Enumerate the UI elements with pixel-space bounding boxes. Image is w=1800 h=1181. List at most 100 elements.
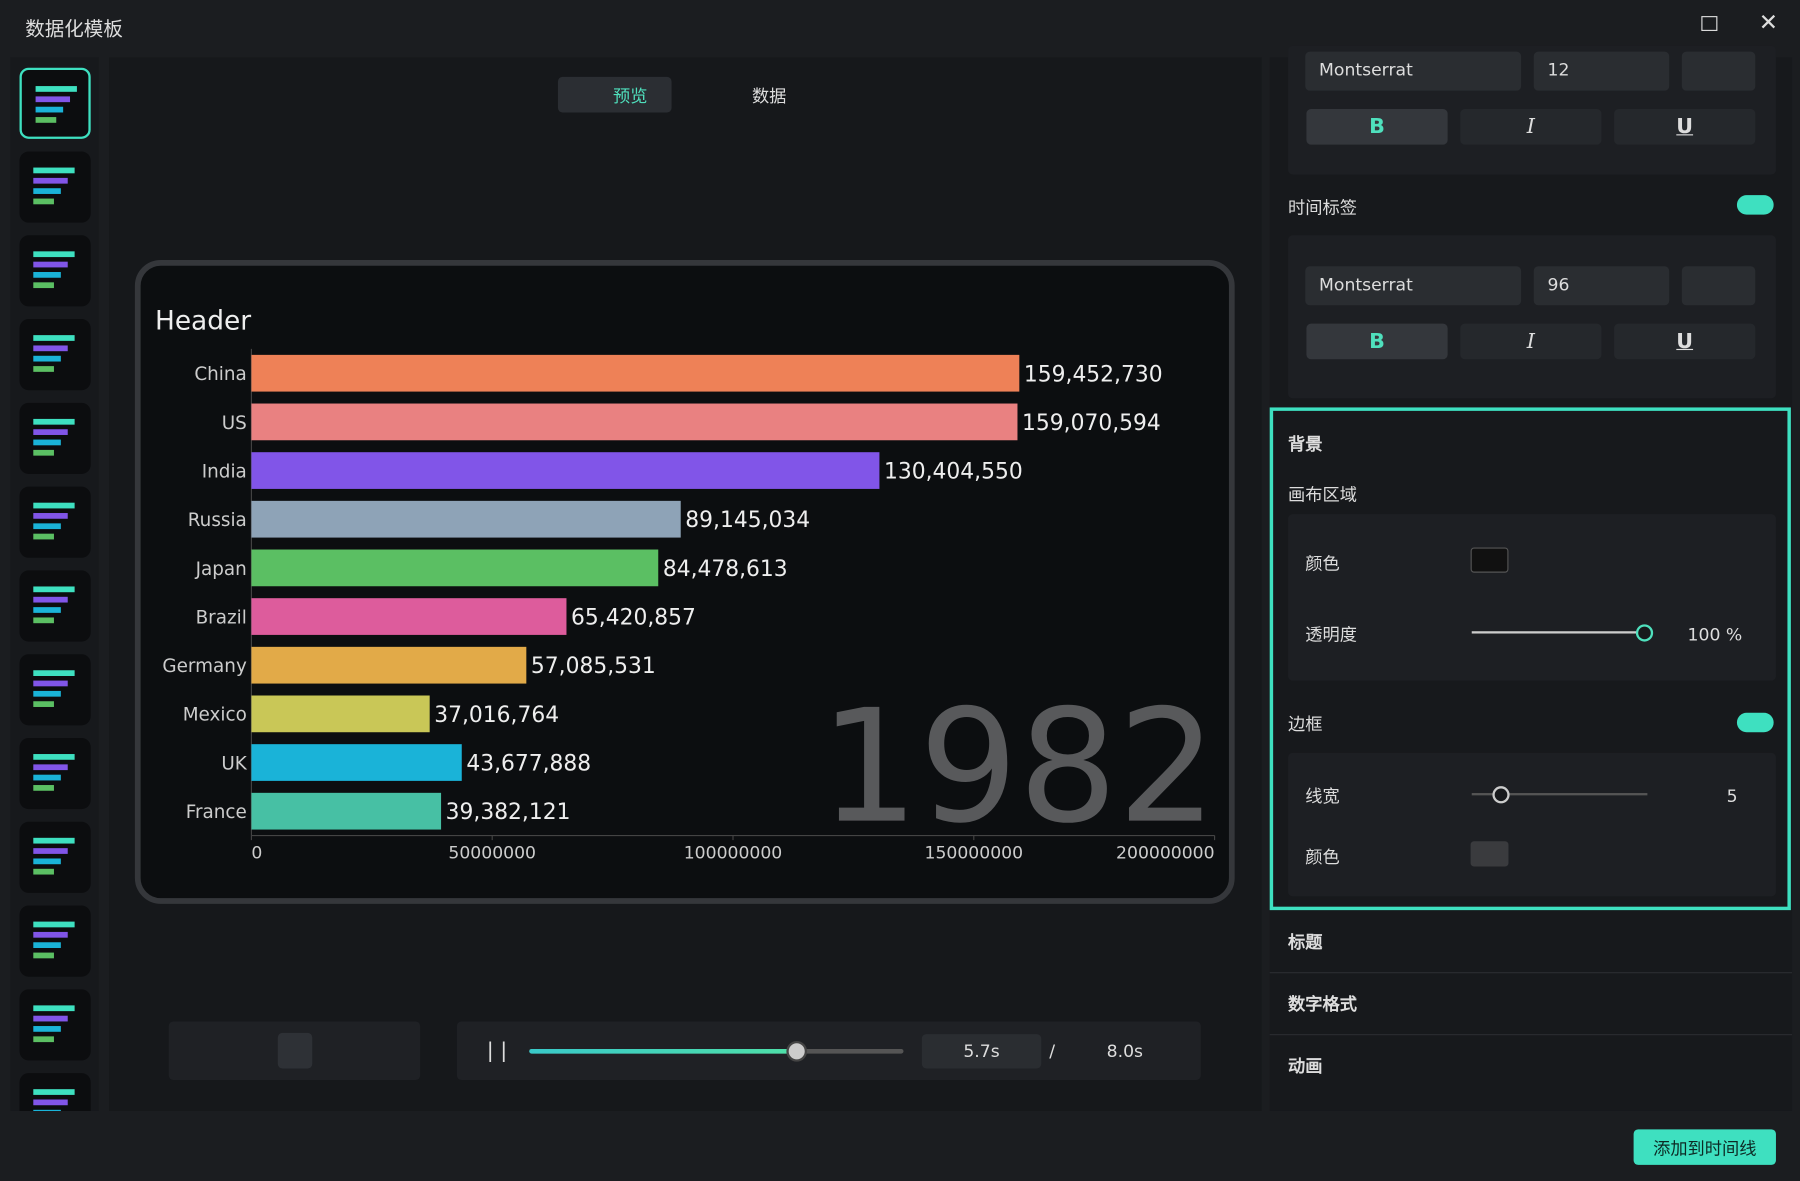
font-select[interactable]: Montserrat: [1305, 51, 1522, 91]
icon-bar: [35, 117, 57, 123]
icon-bar: [33, 335, 75, 341]
color-select[interactable]: [1681, 266, 1756, 306]
template-icon[interactable]: [19, 654, 91, 726]
maximize[interactable]: [1701, 16, 1718, 31]
slider: [1471, 631, 1644, 634]
value-label: 159,452,730: [1024, 362, 1163, 387]
style-button[interactable]: B: [1306, 323, 1448, 360]
add-button[interactable]: 添加到时间线: [1633, 1129, 1776, 1165]
section[interactable]: 标题: [1288, 931, 1323, 953]
size-select[interactable]: 96: [1533, 266, 1670, 306]
icon-bar: [33, 418, 75, 425]
x-tick-label: 150000000: [925, 843, 1024, 863]
icon-bar: [33, 921, 75, 928]
color-swatch[interactable]: [1470, 841, 1509, 867]
y-tick-label: Brazil: [196, 607, 247, 628]
icon-bar: [33, 1005, 75, 1012]
icon-bar: [33, 513, 68, 519]
value-label: 57,085,531: [531, 654, 656, 679]
icon-bar: [33, 774, 61, 781]
close[interactable]: ✕: [1758, 8, 1778, 36]
value-label: 65,420,857: [571, 606, 696, 631]
sidebar: [10, 57, 99, 1111]
pause[interactable]: | |: [486, 1038, 508, 1063]
bar: [251, 792, 442, 830]
value-label: 43,677,888: [466, 752, 591, 777]
y-tick-label: Russia: [188, 510, 247, 531]
label: 透明度: [1305, 624, 1357, 646]
toggle[interactable]: [1736, 712, 1774, 733]
focus-outline: [1269, 407, 1791, 911]
template-icon[interactable]: [19, 486, 91, 558]
icon-bar: [33, 952, 54, 959]
y-tick-label: China: [194, 364, 246, 385]
y-tick-label: UK: [221, 753, 247, 774]
slider: [1471, 793, 1648, 796]
style-button[interactable]: U: [1614, 109, 1756, 145]
section[interactable]: 背景: [1288, 433, 1323, 455]
template-icon[interactable]: [19, 570, 91, 642]
bar: [251, 354, 1020, 392]
template-icon[interactable]: [19, 235, 91, 307]
y-tick-label: Mexico: [183, 705, 247, 726]
icon-bar: [33, 355, 61, 362]
divider: [1269, 972, 1793, 974]
template-icon[interactable]: [19, 67, 91, 139]
x-tick-label: 0: [251, 843, 262, 863]
value: 5: [1726, 786, 1738, 807]
tab-data[interactable]: 数据: [751, 86, 787, 107]
style-button[interactable]: U: [1614, 323, 1756, 360]
template-icon[interactable]: [19, 402, 91, 475]
bar: [251, 452, 880, 489]
style-button[interactable]: I: [1460, 323, 1602, 360]
value-label: 159,070,594: [1022, 411, 1161, 436]
y-tick-label: India: [202, 461, 247, 482]
section[interactable]: 动画: [1288, 1055, 1323, 1077]
icon-bar: [33, 670, 75, 676]
current-time: 5.7s: [921, 1034, 1042, 1069]
y-tick-label: Germany: [162, 656, 247, 677]
timeline-thumb[interactable]: [786, 1040, 808, 1062]
canvas-group: [1288, 514, 1776, 681]
slider-thumb[interactable]: [1635, 624, 1654, 642]
bar: [251, 744, 462, 781]
icon-bar: [33, 366, 54, 372]
divider: [1269, 1034, 1793, 1036]
label: 边框: [1288, 713, 1323, 735]
font-select[interactable]: Montserrat: [1305, 266, 1522, 306]
template-icon[interactable]: [19, 1073, 91, 1111]
icon-bar: [33, 272, 61, 278]
aspect-selected[interactable]: [277, 1032, 313, 1069]
template-icon[interactable]: [19, 821, 91, 893]
template-icon[interactable]: [19, 737, 91, 810]
toggle[interactable]: [1736, 195, 1774, 215]
icon-bar: [33, 680, 68, 687]
slider-thumb[interactable]: [1492, 786, 1510, 804]
icon-bar: [33, 701, 54, 707]
icon-bar: [33, 1015, 68, 1022]
style-button[interactable]: I: [1460, 109, 1602, 145]
color-select[interactable]: [1681, 51, 1756, 91]
label: 颜色: [1305, 847, 1340, 868]
icon-bar: [33, 848, 68, 854]
icon-bar: [33, 868, 54, 875]
tab-preview[interactable]: 预览: [557, 76, 672, 113]
icon-bar: [33, 261, 68, 268]
bar: [251, 695, 430, 733]
font-group-2: [1288, 235, 1776, 399]
bar: [251, 403, 1018, 441]
template-icon[interactable]: [19, 319, 91, 391]
size-select[interactable]: 12: [1533, 51, 1670, 91]
section[interactable]: 数字格式: [1288, 993, 1357, 1015]
chart: Header 1982 0 50000000 100000000 150000000 2…: [134, 259, 1235, 904]
icon-bar: [33, 1026, 61, 1032]
color-swatch[interactable]: [1470, 547, 1509, 573]
label: 画布区域: [1288, 484, 1357, 505]
icon-bar: [33, 439, 61, 446]
icon-bar: [33, 282, 54, 289]
template-icon[interactable]: [19, 989, 91, 1061]
template-icon[interactable]: [19, 905, 91, 977]
template-icon[interactable]: [19, 151, 91, 223]
icon-bar: [33, 502, 75, 509]
style-button[interactable]: B: [1306, 109, 1448, 145]
